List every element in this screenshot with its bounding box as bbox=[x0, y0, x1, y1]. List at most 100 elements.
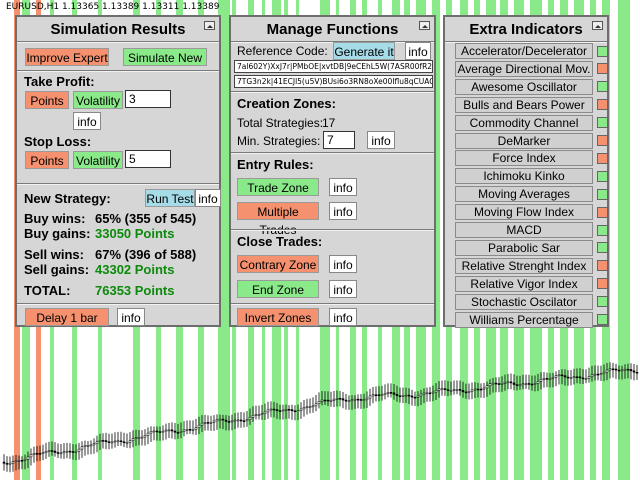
candle-body bbox=[569, 377, 573, 379]
candle-body bbox=[557, 374, 561, 377]
candle-body bbox=[56, 452, 60, 454]
candle-body bbox=[488, 383, 492, 386]
indicator-item[interactable]: Parabolic Sar bbox=[455, 239, 593, 256]
candle-body bbox=[563, 375, 567, 378]
new-strategy-label: New Strategy: bbox=[24, 191, 111, 206]
indicator-toggle[interactable] bbox=[597, 81, 608, 93]
candle-body bbox=[632, 370, 636, 373]
delay-1-bar-button[interactable]: Delay 1 bar bbox=[25, 308, 109, 326]
indicator-toggle[interactable] bbox=[597, 278, 608, 290]
end-zone-button[interactable]: End Zone bbox=[237, 280, 319, 298]
minimize-manage-panel-button[interactable] bbox=[419, 21, 430, 30]
candle-body bbox=[23, 458, 27, 461]
indicator-toggle[interactable] bbox=[597, 314, 608, 325]
run-test-button[interactable]: Run Test bbox=[145, 189, 195, 207]
close-trades-label: Close Trades: bbox=[237, 234, 323, 249]
ref-code-info-button[interactable]: info bbox=[405, 42, 431, 60]
indicator-item[interactable]: Moving Averages bbox=[455, 186, 593, 203]
indicator-toggle[interactable] bbox=[597, 45, 608, 57]
candle-body bbox=[347, 400, 351, 403]
candle-body bbox=[254, 414, 258, 416]
min-strategies-input[interactable]: 7 bbox=[323, 131, 355, 149]
candle-body bbox=[248, 417, 252, 420]
minimize-sim-panel-button[interactable] bbox=[204, 21, 215, 30]
indicator-item[interactable]: MACD bbox=[455, 222, 593, 238]
candle-body bbox=[116, 440, 120, 443]
indicator-item[interactable]: Ichimoku Kinko bbox=[455, 168, 593, 185]
candle-body bbox=[278, 410, 282, 412]
indicator-toggle[interactable] bbox=[597, 99, 608, 111]
indicator-toggle[interactable] bbox=[597, 188, 608, 200]
indicator-item[interactable]: Force Index bbox=[455, 150, 593, 167]
indicator-item[interactable]: Williams Percentage bbox=[455, 311, 593, 328]
divider bbox=[231, 41, 434, 43]
candle-body bbox=[341, 398, 345, 401]
reference-code-line-1[interactable]: 7al602Y)XxJ7r|PMbOE|xvtDB|9eCEhL5W(7ASR0… bbox=[234, 60, 433, 73]
indicator-item[interactable]: Accelerator/Decelerator bbox=[455, 43, 593, 59]
tp-volatility-button[interactable]: Volatility bbox=[73, 91, 123, 109]
improve-expert-button[interactable]: Improve Expert bbox=[25, 48, 109, 66]
candle-body bbox=[8, 462, 12, 465]
indicator-toggle[interactable] bbox=[597, 224, 608, 236]
candle-body bbox=[536, 381, 540, 384]
indicator-item[interactable]: Awesome Oscillator bbox=[455, 78, 593, 95]
min-strategies-info-button[interactable]: info bbox=[367, 131, 395, 149]
tp-info-button[interactable]: info bbox=[73, 112, 101, 130]
multiple-trades-info-button[interactable]: info bbox=[329, 202, 357, 220]
candle-body bbox=[350, 399, 354, 402]
indicator-toggle[interactable] bbox=[597, 296, 608, 308]
tp-value-input[interactable]: 3 bbox=[125, 90, 171, 108]
contrary-zone-button[interactable]: Contrary Zone bbox=[237, 255, 319, 273]
minimize-extra-panel-button[interactable] bbox=[592, 21, 603, 30]
candle-body bbox=[197, 424, 201, 428]
indicator-item[interactable]: Commodity Channel bbox=[455, 114, 593, 131]
candle-body bbox=[326, 399, 330, 402]
indicator-toggle[interactable] bbox=[597, 135, 608, 146]
indicator-toggle[interactable] bbox=[597, 206, 608, 218]
indicator-toggle[interactable] bbox=[597, 260, 608, 272]
sl-volatility-button[interactable]: Volatility bbox=[73, 151, 123, 169]
sl-points-button[interactable]: Points bbox=[25, 151, 69, 169]
invert-zones-button[interactable]: Invert Zones bbox=[237, 308, 319, 326]
sl-value-input[interactable]: 5 bbox=[125, 150, 171, 168]
generate-it-button[interactable]: Generate it bbox=[333, 42, 395, 60]
tp-points-button[interactable]: Points bbox=[25, 91, 69, 109]
delay-info-button[interactable]: info bbox=[117, 308, 145, 326]
candle-body bbox=[134, 437, 138, 440]
indicator-item[interactable]: Relative Vigor Index bbox=[455, 275, 593, 292]
candle-body bbox=[38, 453, 42, 455]
trade-zone-info-button[interactable]: info bbox=[329, 178, 357, 196]
run-test-info-button[interactable]: info bbox=[195, 189, 221, 207]
total-strategies-value: 17 bbox=[322, 116, 336, 130]
indicator-toggle[interactable] bbox=[597, 117, 608, 129]
end-zone-info-button[interactable]: info bbox=[329, 280, 357, 298]
simulate-new-button[interactable]: Simulate New bbox=[123, 48, 207, 66]
invert-zones-info-button[interactable]: info bbox=[329, 308, 357, 326]
candle-body bbox=[209, 422, 213, 424]
indicator-item[interactable]: Relative Strenght Index bbox=[455, 257, 593, 274]
indicator-toggle[interactable] bbox=[597, 152, 608, 164]
candle-body bbox=[293, 410, 297, 413]
candle-body bbox=[125, 442, 129, 444]
indicator-item[interactable]: Stochastic Oscilator bbox=[455, 293, 593, 310]
trade-zone-button[interactable]: Trade Zone bbox=[237, 178, 319, 196]
indicator-toggle[interactable] bbox=[597, 63, 608, 75]
contrary-zone-info-button[interactable]: info bbox=[329, 255, 357, 273]
indicator-item[interactable]: DeMarker bbox=[455, 132, 593, 149]
indicator-item[interactable]: Average Directional Mov. bbox=[455, 60, 593, 77]
reference-code-line-2[interactable]: 7TG3n2k|41ECJl5(u5V)BUsi6o3RN8oXe00Iflu8… bbox=[234, 75, 433, 88]
candle-body bbox=[110, 441, 114, 444]
indicator-item[interactable]: Moving Flow Index bbox=[455, 204, 593, 221]
multiple-trades-button[interactable]: Multiple Trades bbox=[237, 202, 319, 237]
indicator-toggle[interactable] bbox=[597, 242, 608, 254]
candle-body bbox=[542, 378, 546, 380]
buy-wins-label: Buy wins: bbox=[24, 211, 86, 226]
divider bbox=[17, 303, 219, 305]
candle-body bbox=[392, 392, 396, 395]
buy-gains-label: Buy gains: bbox=[24, 226, 91, 241]
candle-body bbox=[221, 418, 225, 421]
candle-body bbox=[512, 382, 516, 385]
indicator-item[interactable]: Bulls and Bears Power bbox=[455, 96, 593, 113]
candle-body bbox=[530, 383, 534, 386]
indicator-toggle[interactable] bbox=[597, 170, 608, 182]
